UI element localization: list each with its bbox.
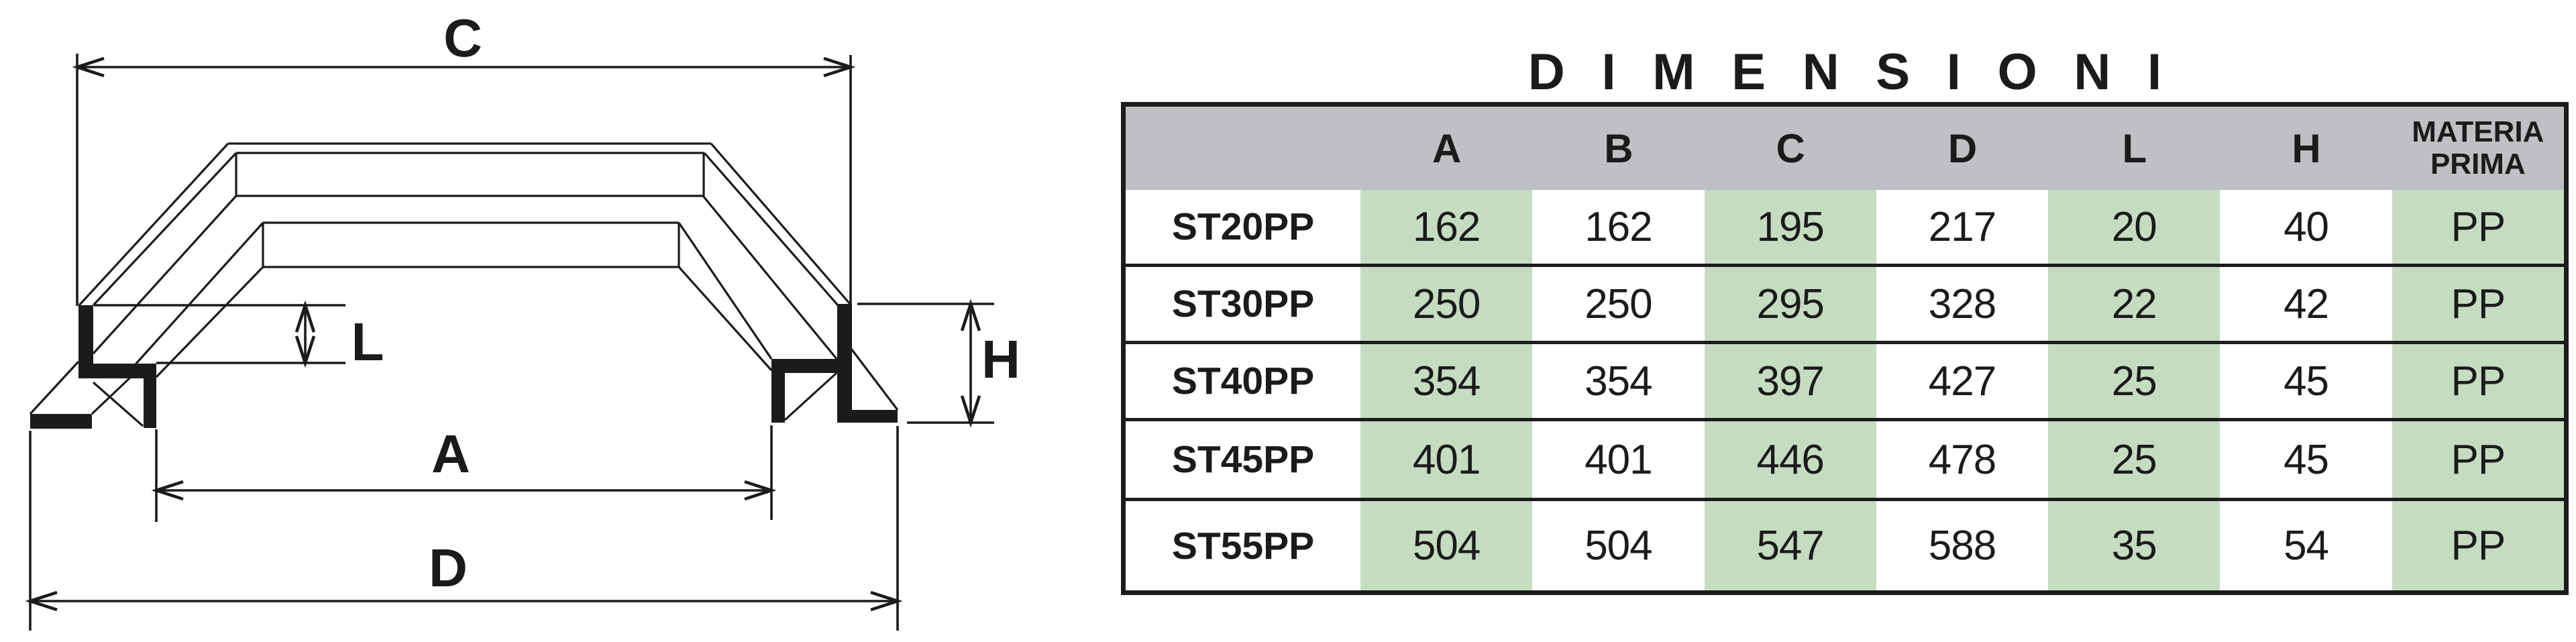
dim-C: C bbox=[72, 8, 856, 306]
materia-prima-line1: MATERIA bbox=[2412, 115, 2544, 149]
dim-D: D bbox=[25, 426, 903, 631]
cell-a: 504 bbox=[1360, 501, 1533, 590]
dim-label-L: L bbox=[352, 312, 384, 372]
header-cell-d: D bbox=[1947, 125, 1977, 171]
cell-l: 25 bbox=[2048, 421, 2220, 498]
cell-l: 22 bbox=[2048, 267, 2220, 341]
cell-a: 162 bbox=[1360, 190, 1533, 264]
row-name: ST30PP bbox=[1171, 282, 1315, 325]
cell-l: 35 bbox=[2048, 501, 2220, 590]
cell-b: 162 bbox=[1585, 203, 1652, 250]
row-name: ST55PP bbox=[1171, 524, 1315, 568]
left-foot-section bbox=[78, 305, 156, 428]
cell-l: 20 bbox=[2048, 190, 2220, 264]
cell-c: 195 bbox=[1704, 190, 1876, 264]
dim-label-H: H bbox=[981, 329, 1020, 389]
cell-b: 401 bbox=[1585, 436, 1652, 483]
cell-materia-prima: PP bbox=[2392, 501, 2564, 590]
cell-materia-prima: PP bbox=[2392, 421, 2564, 498]
cell-h: 54 bbox=[2284, 523, 2329, 569]
cell-h: 40 bbox=[2284, 203, 2329, 250]
header-cell-empty bbox=[1126, 107, 1360, 190]
header-cell-l: L bbox=[2122, 125, 2147, 171]
technical-drawing: C A D bbox=[25, 8, 1020, 631]
header-cell-h: H bbox=[2292, 125, 2320, 171]
header-cell-b: B bbox=[1604, 125, 1633, 171]
dim-label-A: A bbox=[431, 424, 470, 484]
row-name: ST45PP bbox=[1171, 438, 1315, 481]
row-name: ST40PP bbox=[1171, 360, 1315, 403]
left-slant-edges bbox=[29, 142, 264, 427]
header-cell-a: A bbox=[1432, 125, 1461, 171]
cell-b: 504 bbox=[1585, 523, 1652, 569]
cell-d: 217 bbox=[1928, 203, 1996, 250]
dimensions-table: A B C D L H MATERIA PRIMA ST20PP 162 162… bbox=[1121, 102, 2569, 595]
dim-label-C: C bbox=[443, 8, 482, 68]
table-row: ST20PP 162 162 195 217 20 40 PP bbox=[1126, 190, 2564, 264]
left-foot-flange bbox=[30, 414, 92, 429]
cell-b: 250 bbox=[1585, 280, 1652, 327]
table-header-row: A B C D L H MATERIA PRIMA bbox=[1126, 107, 2564, 190]
materia-prima-line2: PRIMA bbox=[2430, 148, 2526, 180]
profile-top-far bbox=[228, 142, 711, 197]
cell-c: 547 bbox=[1704, 501, 1876, 590]
cell-c: 446 bbox=[1704, 421, 1876, 498]
dim-label-D: D bbox=[429, 538, 468, 598]
cell-b: 354 bbox=[1585, 358, 1652, 405]
cell-d: 478 bbox=[1928, 436, 1996, 483]
header-cell-materia-prima: MATERIA PRIMA bbox=[2392, 107, 2564, 190]
cell-l: 25 bbox=[2048, 344, 2220, 418]
table-row: ST40PP 354 354 397 427 25 45 PP bbox=[1126, 341, 2564, 418]
cell-c: 295 bbox=[1704, 267, 1876, 341]
right-slant-edges bbox=[678, 142, 899, 421]
cell-a: 250 bbox=[1360, 267, 1533, 341]
row-name: ST20PP bbox=[1171, 205, 1315, 248]
cell-d: 588 bbox=[1928, 523, 1996, 569]
cell-materia-prima: PP bbox=[2392, 344, 2564, 418]
cell-a: 354 bbox=[1360, 344, 1533, 418]
profile-top-near bbox=[262, 221, 680, 268]
cell-h: 42 bbox=[2284, 280, 2329, 327]
right-foot-section bbox=[837, 304, 898, 423]
cell-h: 45 bbox=[2284, 358, 2329, 405]
table-row: ST45PP 401 401 446 478 25 45 PP bbox=[1126, 418, 2564, 498]
dim-A: A bbox=[151, 424, 777, 522]
cell-c: 397 bbox=[1704, 344, 1876, 418]
cell-materia-prima: PP bbox=[2392, 267, 2564, 341]
table-row: ST55PP 504 504 547 588 35 54 PP bbox=[1126, 498, 2564, 590]
table-title: DIMENSIONI bbox=[1527, 44, 2198, 101]
cell-d: 328 bbox=[1928, 280, 1996, 327]
dim-L: L bbox=[94, 300, 384, 372]
cell-a: 401 bbox=[1360, 421, 1533, 498]
table-row: ST30PP 250 250 295 328 22 42 PP bbox=[1126, 264, 2564, 341]
right-foot-step bbox=[771, 359, 837, 423]
cell-h: 45 bbox=[2284, 436, 2329, 483]
cell-materia-prima: PP bbox=[2392, 190, 2564, 264]
cell-d: 427 bbox=[1928, 358, 1996, 405]
dim-H: H bbox=[857, 299, 1020, 428]
header-cell-c: C bbox=[1776, 125, 1805, 171]
